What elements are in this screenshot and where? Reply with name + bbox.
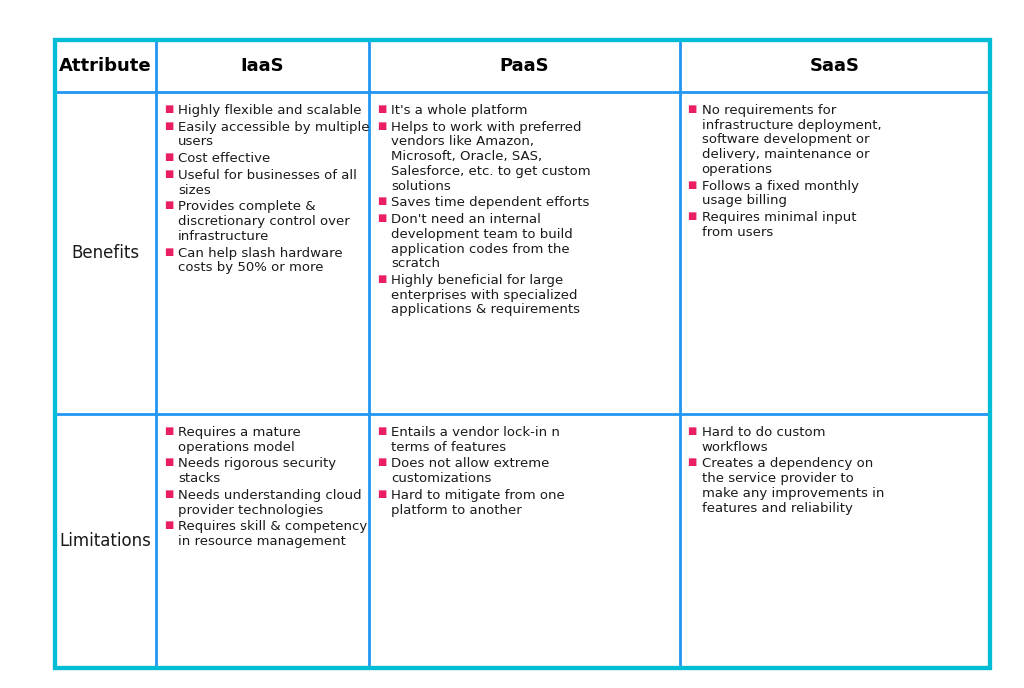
Text: costs by 50% or more: costs by 50% or more	[178, 261, 324, 275]
Text: make any improvements in: make any improvements in	[701, 487, 884, 500]
Text: ■: ■	[687, 211, 697, 221]
Text: software development or: software development or	[701, 133, 869, 147]
Text: ■: ■	[164, 246, 173, 257]
Text: enterprises with specialized: enterprises with specialized	[391, 289, 578, 302]
Text: IaaS: IaaS	[241, 57, 285, 75]
Text: Saves time dependent efforts: Saves time dependent efforts	[391, 196, 590, 209]
Text: ■: ■	[377, 458, 386, 467]
Text: No requirements for: No requirements for	[701, 104, 836, 117]
Text: ■: ■	[687, 458, 697, 467]
Text: SaaS: SaaS	[810, 57, 860, 75]
Text: ■: ■	[377, 274, 386, 284]
Text: Highly beneficial for large: Highly beneficial for large	[391, 274, 563, 287]
Text: Attribute: Attribute	[59, 57, 152, 75]
Text: infrastructure: infrastructure	[178, 230, 269, 243]
Text: Benefits: Benefits	[72, 244, 139, 262]
Text: Limitations: Limitations	[59, 532, 152, 550]
Text: infrastructure deployment,: infrastructure deployment,	[701, 119, 882, 131]
Text: in resource management: in resource management	[178, 535, 346, 548]
Text: ■: ■	[377, 426, 386, 436]
Text: PaaS: PaaS	[500, 57, 549, 75]
Text: Requires a mature: Requires a mature	[178, 426, 301, 439]
Text: Follows a fixed monthly: Follows a fixed monthly	[701, 180, 858, 193]
Text: Creates a dependency on: Creates a dependency on	[701, 458, 872, 471]
Text: Provides complete &: Provides complete &	[178, 200, 315, 213]
Text: ■: ■	[164, 169, 173, 179]
Text: scratch: scratch	[391, 257, 440, 270]
Text: Hard to do custom: Hard to do custom	[701, 426, 825, 439]
Text: solutions: solutions	[391, 180, 451, 193]
Text: Needs understanding cloud: Needs understanding cloud	[178, 489, 361, 502]
Text: ■: ■	[164, 120, 173, 131]
Text: ■: ■	[164, 458, 173, 467]
Text: usage billing: usage billing	[701, 194, 786, 207]
Text: Don't need an internal: Don't need an internal	[391, 213, 541, 226]
Text: workflows: workflows	[701, 441, 768, 453]
Text: development team to build: development team to build	[391, 228, 572, 241]
Text: ■: ■	[687, 104, 697, 114]
Text: ■: ■	[377, 120, 386, 131]
Text: Easily accessible by multiple: Easily accessible by multiple	[178, 120, 370, 133]
Text: ■: ■	[377, 196, 386, 206]
Text: sizes: sizes	[178, 184, 211, 197]
Text: Salesforce, etc. to get custom: Salesforce, etc. to get custom	[391, 165, 591, 178]
Text: the service provider to: the service provider to	[701, 472, 853, 485]
Text: Requires minimal input: Requires minimal input	[701, 211, 856, 224]
Text: Useful for businesses of all: Useful for businesses of all	[178, 169, 356, 182]
Text: ■: ■	[164, 489, 173, 499]
Text: stacks: stacks	[178, 472, 220, 485]
Text: operations: operations	[701, 163, 772, 176]
Text: discretionary control over: discretionary control over	[178, 215, 350, 228]
Text: ■: ■	[164, 426, 173, 436]
Text: applications & requirements: applications & requirements	[391, 303, 581, 316]
Text: terms of features: terms of features	[391, 441, 506, 453]
Text: delivery, maintenance or: delivery, maintenance or	[701, 148, 869, 161]
Text: ■: ■	[687, 180, 697, 190]
Text: ■: ■	[164, 200, 173, 211]
Text: ■: ■	[377, 489, 386, 499]
Text: platform to another: platform to another	[391, 504, 522, 517]
Text: vendors like Amazon,: vendors like Amazon,	[391, 136, 535, 149]
Text: Cost effective: Cost effective	[178, 152, 270, 165]
Text: operations model: operations model	[178, 441, 295, 453]
Text: ■: ■	[164, 104, 173, 114]
Text: features and reliability: features and reliability	[701, 502, 852, 515]
Text: ■: ■	[164, 520, 173, 530]
Text: ■: ■	[164, 152, 173, 162]
Text: Can help slash hardware: Can help slash hardware	[178, 246, 343, 259]
Text: Microsoft, Oracle, SAS,: Microsoft, Oracle, SAS,	[391, 150, 543, 163]
Text: from users: from users	[701, 226, 773, 239]
Text: ■: ■	[377, 104, 386, 114]
Text: customizations: customizations	[391, 472, 492, 485]
Text: Highly flexible and scalable: Highly flexible and scalable	[178, 104, 361, 117]
Text: Does not allow extreme: Does not allow extreme	[391, 458, 550, 471]
Text: Needs rigorous security: Needs rigorous security	[178, 458, 336, 471]
Text: provider technologies: provider technologies	[178, 504, 324, 517]
Text: ■: ■	[687, 426, 697, 436]
Text: Requires skill & competency: Requires skill & competency	[178, 520, 368, 533]
Text: ■: ■	[377, 213, 386, 223]
Text: Entails a vendor lock-in n: Entails a vendor lock-in n	[391, 426, 560, 439]
Text: Helps to work with preferred: Helps to work with preferred	[391, 120, 582, 133]
Text: It's a whole platform: It's a whole platform	[391, 104, 527, 117]
Text: users: users	[178, 136, 214, 149]
Text: Hard to mitigate from one: Hard to mitigate from one	[391, 489, 565, 502]
Text: application codes from the: application codes from the	[391, 243, 569, 255]
